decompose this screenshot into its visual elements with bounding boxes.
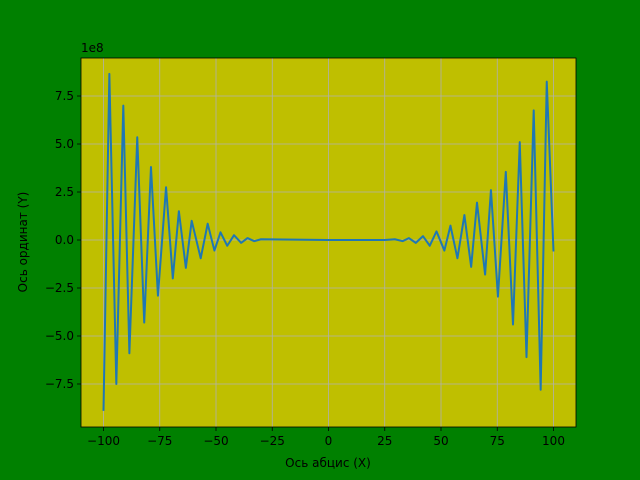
y-tick-label: −5.0	[45, 329, 74, 343]
x-tick-label: −75	[147, 434, 172, 448]
y-tick-label: 0.0	[55, 233, 74, 247]
y-axis-label: Ось ординат (Y)	[16, 192, 30, 293]
y-tick-label: −7.5	[45, 377, 74, 391]
x-tick-label: −50	[203, 434, 228, 448]
y-tick-label: 7.5	[55, 89, 74, 103]
x-tick-label: −100	[87, 434, 120, 448]
x-tick-label: 0	[325, 434, 333, 448]
x-tick-label: −25	[260, 434, 285, 448]
x-tick-label: 50	[433, 434, 448, 448]
y-tick-label: −2.5	[45, 281, 74, 295]
y-tick-label: 5.0	[55, 137, 74, 151]
y-offset-label: 1e8	[81, 41, 104, 55]
x-tick-label: 75	[490, 434, 505, 448]
x-tick-label: 100	[542, 434, 565, 448]
plot-area	[102, 72, 555, 411]
data-line	[102, 72, 555, 411]
y-tick-label: 2.5	[55, 185, 74, 199]
x-tick-label: 25	[377, 434, 392, 448]
x-axis-label: Ось абцис (X)	[285, 456, 371, 470]
